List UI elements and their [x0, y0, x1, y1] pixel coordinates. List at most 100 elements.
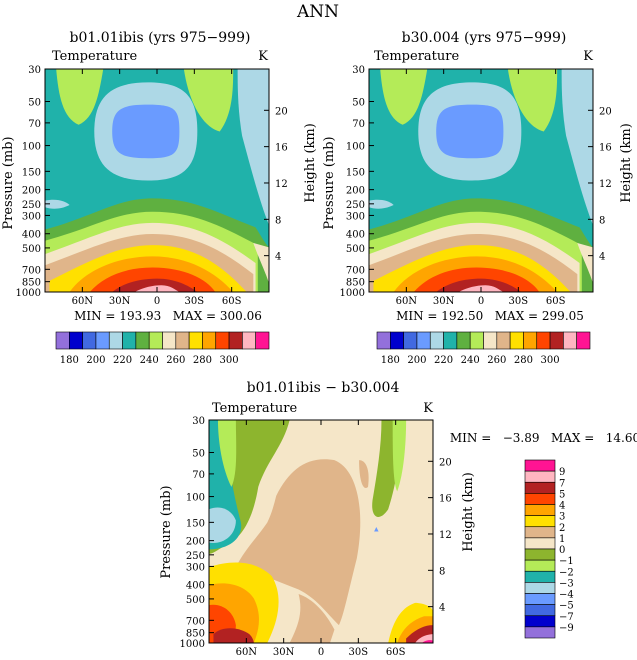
- panel-3-colorbar-swatch: [524, 526, 556, 539]
- panel-1-colorbar-swatch: [82, 331, 97, 350]
- panel-1-ytick-label: 70: [28, 119, 41, 130]
- panel-3-ytick-label: 150: [186, 518, 205, 529]
- panel-2-contour-fills: [369, 69, 593, 292]
- panel-3-colorbar-label: 5: [559, 489, 565, 500]
- panel-2-colorbar-swatch: [376, 331, 391, 350]
- panel-3-colorbar-label: −5: [559, 601, 574, 612]
- panel-1-title: b01.01ibis (yrs 975−999): [70, 30, 251, 46]
- panel-2-colorbar-swatch: [536, 331, 551, 350]
- panel-3-xtick-label: 30N: [273, 647, 295, 658]
- panel-2-xtick-label: 60S: [546, 296, 566, 307]
- panel-3-band-19: [374, 527, 379, 532]
- panel-1-ytick-label: 700: [22, 265, 41, 276]
- panel-2-ytick-right-label: 16: [599, 143, 612, 154]
- panel-1-colorbar-swatch: [228, 331, 243, 350]
- panel-3-ylabel-right: Height (km): [461, 472, 476, 552]
- panel-3-colorbar-swatch: [524, 559, 556, 572]
- panel-3-subtitle-left: Temperature: [212, 401, 297, 416]
- panel-3-ytick-label: 100: [186, 493, 205, 504]
- figure-title: ANN: [296, 2, 339, 22]
- panel-3-colorbar-swatch: [524, 615, 556, 628]
- panel-1-xtick-label: 60S: [222, 296, 242, 307]
- panel-1-ytick-label: 100: [22, 142, 41, 153]
- panel-1-band-16: [253, 242, 269, 284]
- panel-3-ytick-right-label: 12: [439, 530, 452, 541]
- panel-2-colorbar-swatch: [429, 331, 444, 350]
- panel-2-ytick-right-label: 8: [599, 215, 605, 226]
- panel-2-colorbar-swatch: [416, 331, 431, 350]
- panel-2-colorbar-swatch: [390, 331, 404, 350]
- panel-3: b01.01ibis − b30.004 Temperature K 30507…: [159, 380, 637, 658]
- panel-1-ytick-label: 150: [22, 167, 41, 178]
- panel-2-ytick-label: 150: [346, 167, 365, 178]
- panel-2-ytick-label: 50: [352, 97, 365, 108]
- panel-1-band-4: [45, 199, 70, 209]
- panel-1-ytick-right-label: 12: [275, 179, 288, 190]
- panel-3-colorbar-swatch: [524, 570, 556, 583]
- panel-2: b30.004 (yrs 975−999) Temperature K 30 50…: [322, 30, 634, 366]
- panel-3-xtick-label: 30S: [349, 647, 369, 658]
- panel-2-band-2: [507, 69, 558, 132]
- panel-3-ytick-label: 50: [192, 448, 205, 459]
- panel-3-colorbar-swatch: [524, 470, 556, 483]
- panel-2-colorbar: 180 200 220 240 260 280 300: [376, 331, 591, 366]
- panel-3-colorbar-label: −4: [559, 590, 574, 601]
- panel-3-contour-fills: [209, 420, 433, 643]
- panel-3-ytick-label: 70: [192, 470, 205, 481]
- panel-1-colorbar-swatch: [162, 331, 177, 350]
- panel-1-colorbar-swatch: [95, 331, 110, 350]
- panel-2-band-14: [436, 278, 522, 292]
- panel-3-ytick-label: 700: [186, 616, 205, 627]
- panel-2-colorbar-label: 300: [541, 355, 560, 366]
- panel-3-band-6: [392, 420, 407, 492]
- panel-1-band-6: [112, 104, 180, 159]
- panel-1-subtitle-left: Temperature: [52, 49, 137, 64]
- panel-1-xtick-label: 30N: [109, 296, 131, 307]
- panel-2-ytick-label: 1000: [340, 288, 365, 299]
- panel-3-colorbar-swatch: [524, 537, 556, 550]
- panel-1-ytick-label: 1000: [16, 288, 41, 299]
- panel-2-xtick-label: 60N: [396, 296, 418, 307]
- panel-2-band-1: [380, 69, 428, 125]
- panel-2-colorbar-swatch: [469, 331, 484, 350]
- panel-1-colorbar-label: 240: [140, 355, 159, 366]
- panel-3-colorbar-swatch: [524, 459, 556, 472]
- panel-3-colorbar-swatch: [524, 493, 556, 505]
- panel-1-colorbar-swatch: [215, 331, 230, 350]
- panel-3-band-13: [213, 628, 254, 643]
- panel-2-colorbar-swatch: [523, 331, 538, 350]
- panel-3-ytick-label: 400: [186, 581, 205, 592]
- panel-2-band-16: [577, 242, 593, 284]
- panel-2-colorbar-swatch: [443, 331, 458, 350]
- panel-1-colorbar-label: 180: [60, 355, 79, 366]
- panel-2-ytick-label: 400: [346, 230, 365, 241]
- panel-2-colorbar-swatch: [403, 331, 418, 350]
- panel-3-colorbar-label: −3: [559, 578, 574, 589]
- panel-1-colorbar-label: 300: [220, 355, 239, 366]
- panel-1-ytick-right-label: 4: [275, 252, 281, 263]
- panel-2-colorbar-label: 240: [461, 355, 480, 366]
- panel-3-ytick-right-label: 8: [439, 566, 445, 577]
- panel-1-colorbar-swatch: [69, 331, 83, 350]
- panel-3-colorbar-swatch: [524, 593, 556, 605]
- panel-3-colorbar-label: 7: [559, 478, 565, 489]
- panel-3-title: b01.01ibis − b30.004: [247, 380, 400, 396]
- panel-3-ytick-label: 250: [186, 551, 205, 562]
- panel-2-ytick-label: 30: [352, 65, 365, 76]
- panel-3-ytick-right-label: 4: [439, 603, 445, 614]
- panel-2-ytick-label: 100: [346, 142, 365, 153]
- panel-2-colorbar-swatch: [456, 331, 471, 350]
- panel-3-xtick-label: 60N: [236, 647, 258, 658]
- panel-1-colorbar-swatch: [135, 331, 150, 350]
- panel-1-ytick-label: 30: [28, 65, 41, 76]
- panel-1-colorbar-swatch: [175, 331, 190, 350]
- panel-2-xtick-label: 30S: [509, 296, 529, 307]
- panel-3-ytick-label: 1000: [180, 639, 205, 650]
- panel-1-colorbar-label: 260: [166, 355, 185, 366]
- panel-2-colorbar-label: 260: [487, 355, 506, 366]
- panel-3-band-7: [235, 459, 361, 626]
- panel-2-ytick-right-label: 4: [599, 252, 605, 263]
- panel-3-colorbar-swatch: [524, 481, 556, 494]
